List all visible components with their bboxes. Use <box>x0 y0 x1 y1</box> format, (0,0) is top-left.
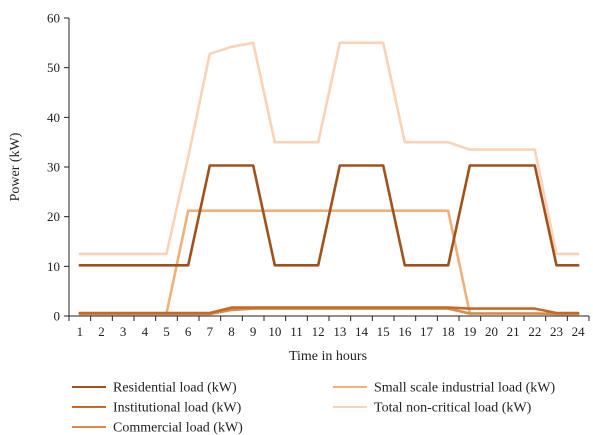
x-tick-label: 8 <box>228 324 235 339</box>
y-tick-label: 50 <box>47 60 60 75</box>
series-line-0 <box>78 164 580 267</box>
y-tick-label: 0 <box>54 309 61 324</box>
x-tick-label: 13 <box>333 324 346 339</box>
x-tick-label: 21 <box>507 324 520 339</box>
series-lines <box>78 41 580 316</box>
x-ticks: 1 2 3 4 5 6 7 8 9 10 11 12 13 14 15 16 17 18 19 20 21 22 23 24 <box>68 316 590 339</box>
legend-label-2: Commercial load (kW) <box>113 421 243 435</box>
legend-label-3: Small scale industrial load (kW) <box>374 381 556 396</box>
x-tick-label: 10 <box>268 324 281 339</box>
x-tick-label: 23 <box>550 324 563 339</box>
axes <box>68 18 589 317</box>
y-ticks: 0 10 20 30 40 50 60 <box>47 11 69 324</box>
y-axis-label: Power (kW) <box>8 132 23 201</box>
x-tick-label: 19 <box>463 324 476 339</box>
x-tick-label: 17 <box>420 324 434 339</box>
y-tick-label: 60 <box>47 11 60 26</box>
x-axis-label: Time in hours <box>289 349 367 364</box>
series-line-3 <box>78 209 580 315</box>
x-tick-label: 1 <box>77 324 84 339</box>
x-tick-label: 2 <box>98 324 105 339</box>
x-tick-label: 3 <box>120 324 127 339</box>
y-tick-label: 40 <box>47 110 60 125</box>
x-tick-label: 16 <box>398 324 412 339</box>
y-tick-label: 10 <box>47 259 60 274</box>
y-tick-label: 20 <box>47 209 60 224</box>
x-tick-label: 20 <box>485 324 498 339</box>
x-tick-label: 11 <box>290 324 303 339</box>
x-tick-label: 7 <box>207 324 214 339</box>
legend-label-0: Residential load (kW) <box>113 381 237 396</box>
x-tick-label: 18 <box>442 324 455 339</box>
series-line-1 <box>78 306 580 315</box>
y-tick-label: 30 <box>47 160 60 175</box>
x-tick-label: 6 <box>185 324 192 339</box>
legend-label-4: Total non-critical load (kW) <box>374 401 532 416</box>
x-tick-label: 22 <box>528 324 541 339</box>
legend: Residential load (kW) Institutional load … <box>72 381 556 435</box>
x-tick-label: 5 <box>163 324 170 339</box>
x-tick-label: 12 <box>312 324 325 339</box>
x-tick-label: 4 <box>142 324 149 339</box>
x-tick-label: 15 <box>377 324 390 339</box>
x-tick-label: 24 <box>572 324 586 339</box>
series-line-4 <box>78 41 580 256</box>
legend-label-1: Institutional load (kW) <box>113 401 242 416</box>
x-tick-label: 14 <box>355 324 369 339</box>
x-tick-label: 9 <box>250 324 257 339</box>
